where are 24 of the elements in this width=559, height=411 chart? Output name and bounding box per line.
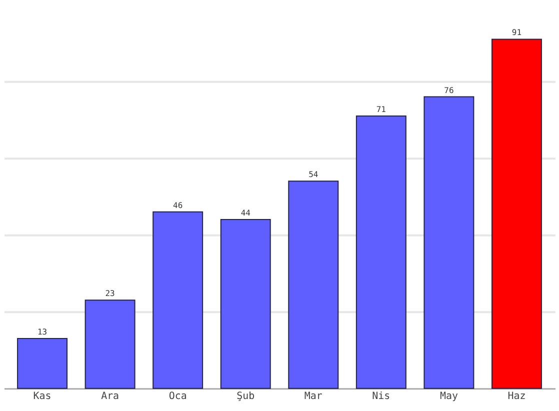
data-label: 46 xyxy=(173,200,183,210)
bar xyxy=(356,115,406,389)
bar xyxy=(491,38,542,389)
x-tick-label: Şub xyxy=(236,390,255,402)
bar xyxy=(17,338,68,389)
data-label: 91 xyxy=(512,28,522,38)
data-label: 71 xyxy=(376,104,386,114)
x-tick-label: Nis xyxy=(372,390,390,402)
x-tick-label: Ara xyxy=(101,390,120,402)
bar xyxy=(288,180,339,389)
x-tick-label: May xyxy=(440,390,458,402)
data-label: 44 xyxy=(240,208,251,218)
bar xyxy=(220,219,271,389)
bar xyxy=(424,96,474,389)
bar xyxy=(84,300,136,389)
data-label: 13 xyxy=(37,327,48,336)
x-tick-label: Kas xyxy=(33,390,52,402)
data-label: 54 xyxy=(308,170,318,180)
data-label: 23 xyxy=(105,289,116,298)
data-label: 76 xyxy=(444,86,454,95)
x-tick-label: Mar xyxy=(304,390,322,402)
x-tick-label: Oca xyxy=(168,390,187,402)
bar xyxy=(152,211,204,389)
x-tick-label: Haz xyxy=(508,390,526,402)
